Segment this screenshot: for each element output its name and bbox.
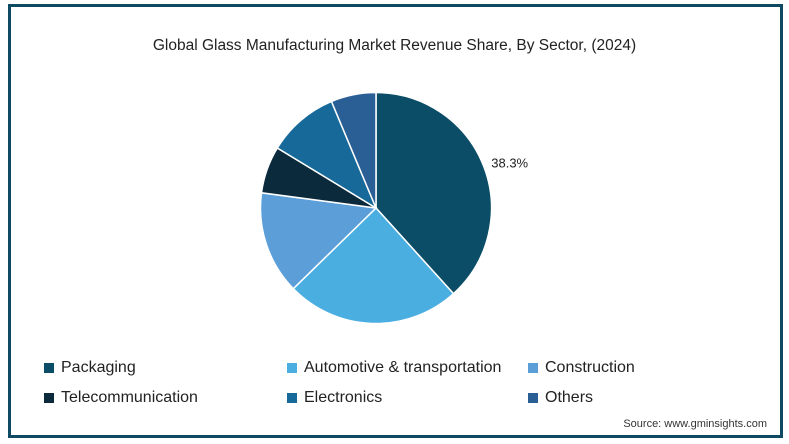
chart-title: Global Glass Manufacturing Market Revenu… — [152, 37, 637, 54]
legend-item-construction: Construction — [528, 359, 635, 377]
legend-swatch — [44, 393, 54, 403]
legend-label: Electronics — [304, 389, 383, 406]
legend-item-electronics: Electronics — [287, 389, 382, 407]
pie-slice-automotive-transportation — [292, 206, 455, 325]
pie-slice-packaging — [375, 91, 493, 295]
legend-item-automotive: Automotive & transportation — [287, 359, 501, 377]
legend-item-packaging: Packaging — [44, 359, 136, 377]
legend-label: Telecommunication — [61, 389, 198, 406]
data-label-packaging: 38.3% — [491, 156, 528, 171]
legend-item-telecommunication: Telecommunication — [44, 389, 198, 407]
legend-swatch — [528, 393, 538, 403]
legend-swatch — [44, 363, 54, 373]
pie-slice-others — [330, 91, 377, 209]
legend-label: Packaging — [61, 359, 136, 376]
legend-label: Others — [545, 389, 594, 406]
legend-swatch — [287, 393, 297, 403]
legend-label: Construction — [545, 359, 635, 376]
pie-slice-construction — [259, 191, 378, 290]
legend-item-others: Others — [528, 389, 593, 407]
legend-swatch — [287, 363, 297, 373]
pie-slice-electronics — [276, 100, 378, 210]
legend-swatch — [528, 363, 538, 373]
source-note: Source: www.gminsights.com — [623, 418, 767, 430]
legend-label: Automotive & transportation — [304, 359, 502, 376]
